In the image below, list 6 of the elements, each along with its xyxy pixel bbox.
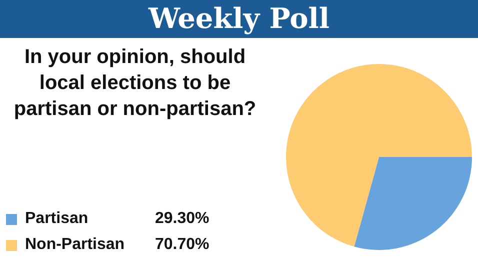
- legend-label: Non-Partisan: [25, 236, 126, 254]
- data-label: 70.70%: [155, 236, 210, 254]
- chart-title: Weekly Poll: [0, 0, 478, 38]
- chart-subtitle: In your opinion, should local elections to be partisan or non-partisan?: [12, 45, 258, 122]
- data-label: 29.30%: [155, 210, 210, 228]
- legend-label: Partisan: [25, 210, 90, 228]
